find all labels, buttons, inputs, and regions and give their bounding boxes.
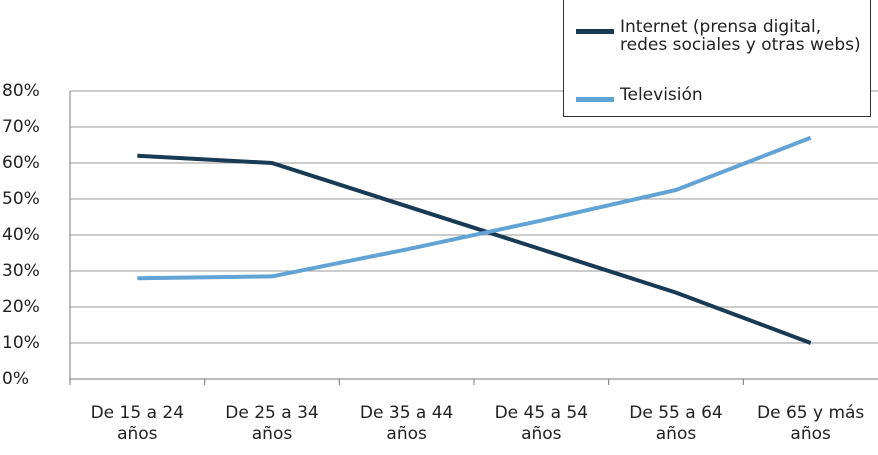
line-series (137, 135, 812, 281)
y-tick-label: 20% (2, 297, 40, 317)
x-tick-label: De 35 a 44 años (359, 403, 454, 444)
x-tick-label: De 25 a 34 años (225, 403, 319, 444)
y-tick-label: 70% (2, 117, 40, 137)
y-tick-label: 0% (2, 369, 29, 389)
x-tick-label: De 15 a 24 años (90, 403, 185, 444)
x-tick-label: De 45 a 54 años (494, 403, 589, 444)
legend-swatch (576, 97, 614, 102)
legend-label: Televisión (620, 85, 703, 105)
legend: Internet (prensa digital, redes sociales… (563, 0, 871, 117)
y-tick-label: 60% (2, 153, 40, 173)
legend-item: Internet (prensa digital, redes sociales… (576, 18, 870, 54)
y-tick-label: 30% (2, 261, 40, 281)
y-tick-label: 10% (2, 333, 40, 353)
legend-item: Televisión (576, 86, 870, 104)
line-series (137, 153, 812, 345)
y-tick-label: 50% (2, 189, 40, 209)
legend-label: Internet (prensa digital, redes sociales… (620, 17, 861, 55)
y-tick-label: 80% (2, 81, 40, 101)
legend-swatch (576, 29, 614, 34)
x-tick-label: De 65 y más años (757, 403, 865, 444)
x-tick-label: De 55 a 64 años (629, 403, 723, 444)
y-tick-label: 40% (2, 225, 40, 245)
